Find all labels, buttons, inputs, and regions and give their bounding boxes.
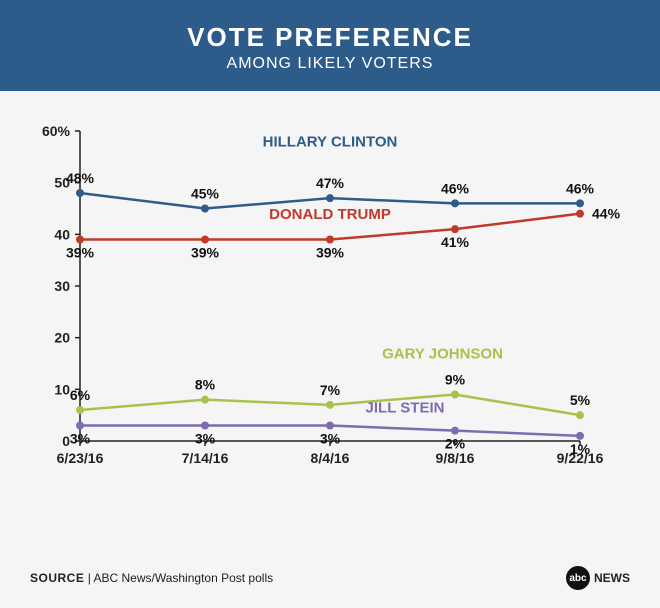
- svg-text:HILLARY CLINTON: HILLARY CLINTON: [263, 134, 398, 151]
- svg-text:5%: 5%: [570, 392, 591, 408]
- svg-text:GARY JOHNSON: GARY JOHNSON: [382, 345, 503, 362]
- svg-text:46%: 46%: [566, 180, 595, 196]
- svg-text:8/4/16: 8/4/16: [311, 450, 350, 466]
- svg-text:DONALD TRUMP: DONALD TRUMP: [269, 206, 391, 223]
- source-text: ABC News/Washington Post polls: [93, 571, 273, 585]
- svg-text:40: 40: [54, 226, 70, 242]
- chart-area: 0102030405060%6/23/167/14/168/4/169/8/16…: [0, 91, 660, 491]
- header: VOTE PREFERENCE AMONG LIKELY VOTERS: [0, 0, 660, 91]
- svg-text:JILL STEIN: JILL STEIN: [366, 400, 445, 417]
- svg-text:47%: 47%: [316, 175, 345, 191]
- svg-text:45%: 45%: [191, 186, 220, 202]
- svg-text:39%: 39%: [316, 245, 345, 261]
- abc-ball-icon: abc: [566, 566, 590, 590]
- svg-text:30: 30: [54, 278, 70, 294]
- svg-text:48%: 48%: [66, 170, 95, 186]
- svg-text:9/8/16: 9/8/16: [436, 450, 475, 466]
- logo-text: NEWS: [594, 571, 630, 585]
- chart-subtitle: AMONG LIKELY VOTERS: [0, 55, 660, 73]
- svg-text:20: 20: [54, 330, 70, 346]
- svg-text:39%: 39%: [66, 245, 95, 261]
- svg-text:41%: 41%: [441, 234, 470, 250]
- svg-text:3%: 3%: [195, 431, 216, 447]
- chart-card: VOTE PREFERENCE AMONG LIKELY VOTERS 0102…: [0, 0, 660, 608]
- source-line: SOURCE | ABC News/Washington Post polls: [30, 571, 273, 585]
- line-chart: 0102030405060%6/23/167/14/168/4/169/8/16…: [30, 121, 630, 481]
- svg-text:8%: 8%: [195, 377, 216, 393]
- svg-text:3%: 3%: [320, 431, 341, 447]
- svg-text:9%: 9%: [445, 372, 466, 388]
- svg-text:2%: 2%: [445, 436, 466, 452]
- svg-text:3%: 3%: [70, 431, 91, 447]
- footer: SOURCE | ABC News/Washington Post polls …: [30, 566, 630, 590]
- chart-title: VOTE PREFERENCE: [0, 22, 660, 53]
- svg-text:7%: 7%: [320, 382, 341, 398]
- abc-news-logo: abc NEWS: [566, 566, 630, 590]
- svg-text:1%: 1%: [570, 441, 591, 457]
- svg-text:39%: 39%: [191, 245, 220, 261]
- svg-text:46%: 46%: [441, 180, 470, 196]
- svg-text:6%: 6%: [70, 387, 91, 403]
- svg-text:7/14/16: 7/14/16: [182, 450, 229, 466]
- svg-text:60%: 60%: [42, 123, 71, 139]
- svg-text:10: 10: [54, 381, 70, 397]
- svg-text:6/23/16: 6/23/16: [57, 450, 104, 466]
- svg-text:44%: 44%: [592, 206, 621, 222]
- source-label: SOURCE: [30, 571, 84, 585]
